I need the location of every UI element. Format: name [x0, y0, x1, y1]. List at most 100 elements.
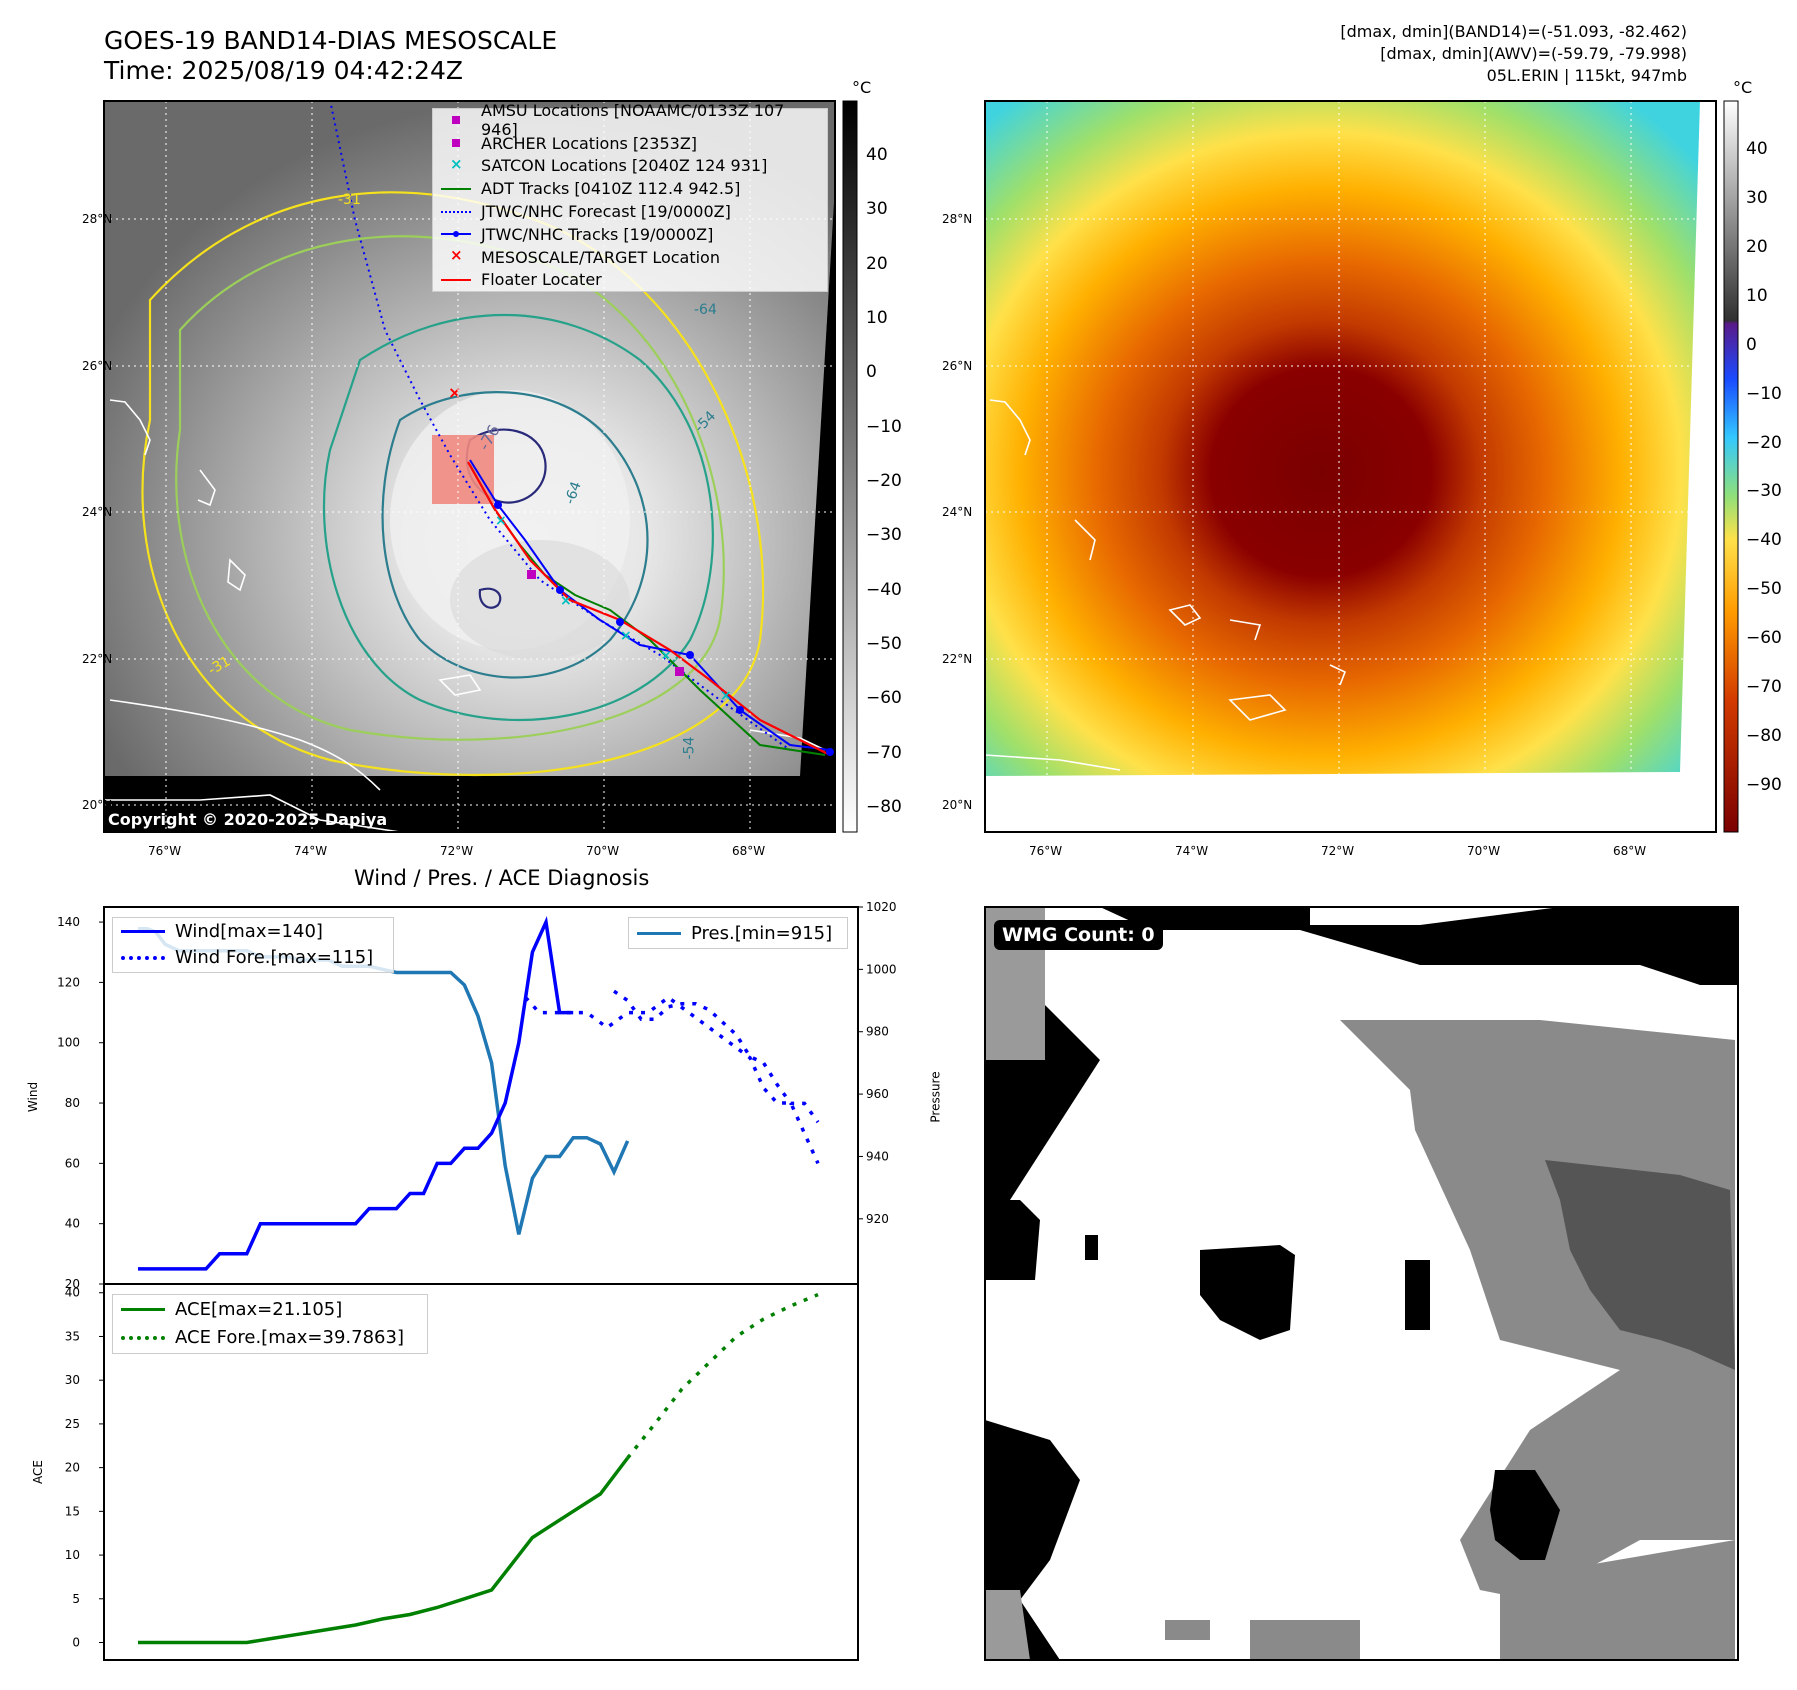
ace-tick: 5	[72, 1592, 80, 1606]
ir-colorbar-unit: °C	[852, 78, 872, 97]
wind-tick: 20	[65, 1277, 80, 1291]
color-lon-76: 76°W	[1029, 844, 1063, 858]
pressure-legend: Pres.[min=915]	[628, 917, 848, 949]
ir-colorbar-tick: 30	[866, 199, 888, 220]
plot-title: GOES-19 BAND14-DIAS MESOSCALE	[104, 26, 558, 55]
ir-colorbar-tick: 20	[866, 253, 888, 274]
ir-colorbar-tick: 10	[866, 308, 888, 328]
color-lon-74: 74°W	[1175, 844, 1209, 858]
color-lat-20: 20°N	[942, 798, 973, 812]
ir-colorbar-tick: −70	[866, 742, 902, 763]
wind-tick: 120	[57, 975, 80, 989]
ir-colorbar-tick: −80	[866, 797, 902, 817]
svg-text:×: ×	[560, 593, 572, 609]
ir-colorbar-tick: 40	[866, 145, 888, 165]
ir-lat-24: 24°N	[82, 505, 113, 519]
info-awv-range: [dmax, dmin](AWV)=(-59.79, -79.998)	[1380, 44, 1687, 63]
ace-tick: 20	[65, 1461, 80, 1475]
color-colorbar-tick: −60	[1746, 628, 1782, 649]
color-lat-28: 28°N	[942, 212, 973, 226]
ace-tick: 0	[72, 1636, 80, 1650]
wind-tick: 80	[65, 1096, 80, 1110]
color-map	[984, 100, 1739, 833]
svg-text:×: ×	[448, 383, 461, 402]
legend-item: Wind[max=140]	[113, 918, 393, 944]
line-marker-icon	[637, 927, 681, 939]
svg-text:×: ×	[660, 648, 672, 664]
dotted-line-icon	[121, 1331, 165, 1343]
info-storm: 05L.ERIN | 115kt, 947mb	[1486, 66, 1687, 85]
legend-item: ADT Tracks [0410Z 112.4 942.5]	[433, 177, 827, 200]
legend-item: ARCHER Locations [2353Z]	[433, 132, 827, 155]
wind-axis-label: Wind	[26, 1081, 41, 1113]
color-colorbar-unit: °C	[1733, 78, 1753, 97]
line-marker-icon	[121, 1303, 165, 1315]
ace-tick: 40	[65, 1286, 80, 1300]
legend-item: × MESOSCALE/TARGET Location	[433, 246, 827, 269]
square-marker-icon	[441, 137, 471, 149]
color-lat-22: 22°N	[942, 652, 973, 666]
color-colorbar	[1723, 100, 1739, 833]
square-marker-icon	[441, 114, 471, 126]
legend-item: Pres.[min=915]	[629, 918, 847, 948]
color-colorbar-tick: 0	[1746, 334, 1757, 355]
ir-lat-26: 26°N	[82, 359, 113, 373]
color-colorbar-tick: 30	[1746, 187, 1768, 208]
ir-colorbar-tick: 0	[866, 362, 877, 383]
pressure-tick: 1000	[866, 962, 897, 976]
ir-lon-76: 76°W	[148, 844, 182, 858]
legend-item: AMSU Locations [NOAAMC/0133Z 107 946]	[433, 101, 827, 139]
ir-lat-20: 20°N	[82, 798, 113, 812]
ace-tick: 35	[65, 1329, 80, 1343]
ace-tick: 10	[65, 1548, 80, 1562]
ir-legend: AMSU Locations [NOAAMC/0133Z 107 946] AR…	[432, 101, 828, 293]
ir-lat-22: 22°N	[82, 652, 113, 666]
color-colorbar-tick: −80	[1746, 726, 1782, 747]
legend-item: Floater Locater	[433, 269, 827, 292]
color-colorbar-tick: −90	[1746, 775, 1782, 795]
wmg-map	[984, 906, 1739, 1661]
ace-line	[138, 1456, 629, 1645]
legend-item: × SATCON Locations [2040Z 124 931]	[433, 155, 827, 178]
color-lon-70: 70°W	[1467, 844, 1501, 858]
x-marker-icon: ×	[450, 246, 463, 265]
pressure-tick: 920	[866, 1212, 889, 1226]
dotted-line-icon	[441, 206, 471, 218]
ir-lat-28: 28°N	[82, 212, 113, 226]
legend-item: Wind Fore.[max=115]	[113, 944, 393, 970]
wind-legend: Wind[max=140] Wind Fore.[max=115]	[112, 917, 394, 973]
svg-text:×: ×	[620, 628, 632, 644]
pressure-tick: 960	[866, 1087, 889, 1101]
pressure-tick: 980	[866, 1025, 889, 1039]
contour-label: -54	[681, 736, 698, 760]
dotted-line-icon	[121, 951, 165, 963]
wmg-count-badge: WMG Count: 0	[994, 920, 1163, 950]
color-lon-72: 72°W	[1321, 844, 1355, 858]
legend-item: JTWC/NHC Tracks [19/0000Z]	[433, 223, 827, 246]
ir-colorbar-tick: −40	[866, 579, 902, 600]
ir-colorbar-tick: −20	[866, 471, 902, 491]
ir-lon-74: 74°W	[294, 844, 328, 858]
ir-colorbar-tick: −10	[866, 416, 902, 437]
svg-text:×: ×	[720, 688, 732, 704]
wind-tick: 40	[65, 1217, 80, 1231]
diagnosis-ticks: 2040608010012014092094096098010001020051…	[57, 900, 896, 1650]
info-band14-range: [dmax, dmin](BAND14)=(-51.093, -82.462)	[1340, 22, 1687, 41]
ir-colorbar-tick: −50	[866, 634, 902, 654]
ir-lon-70: 70°W	[586, 844, 620, 858]
ace-legend: ACE[max=21.105] ACE Fore.[max=39.7863]	[112, 1294, 428, 1354]
color-colorbar-tick: −20	[1746, 432, 1782, 453]
color-lat-24: 24°N	[942, 505, 973, 519]
ir-lon-72: 72°W	[440, 844, 474, 858]
plot-time: Time: 2025/08/19 04:42:24Z	[104, 56, 463, 85]
pressure-tick: 940	[866, 1149, 889, 1163]
color-lon-68: 68°W	[1613, 844, 1647, 858]
contour-label: -64	[694, 302, 717, 318]
wind-tick: 100	[57, 1036, 80, 1050]
line-marker-icon	[121, 925, 165, 937]
color-colorbar-tick: −40	[1746, 530, 1782, 551]
ace-axis-label: ACE	[30, 1460, 45, 1484]
legend-item: ACE Fore.[max=39.7863]	[113, 1323, 427, 1351]
ir-colorbar	[842, 100, 858, 833]
color-colorbar-tick: −30	[1746, 481, 1782, 502]
